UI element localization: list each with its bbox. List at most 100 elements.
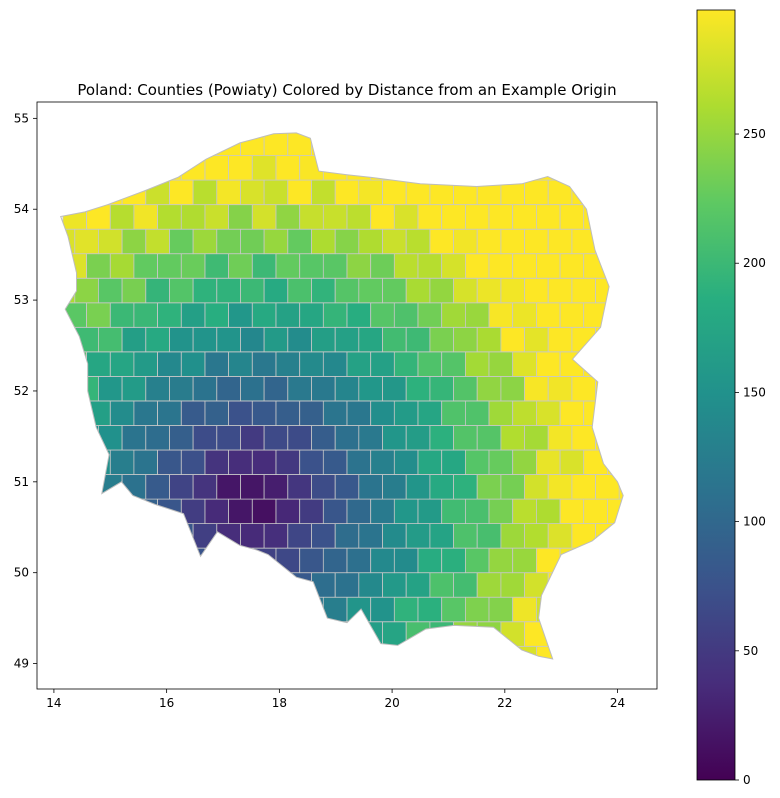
county-cell xyxy=(571,474,597,500)
county-cell xyxy=(464,302,490,328)
county-cell xyxy=(536,498,561,525)
county-cell xyxy=(358,375,383,402)
county-cell xyxy=(571,375,597,402)
county-cell xyxy=(275,449,301,475)
colorbar-tick-label: 0 xyxy=(743,773,751,787)
county-cell xyxy=(453,375,478,402)
county-cell xyxy=(240,326,265,353)
county-cell xyxy=(476,277,502,304)
county-cell xyxy=(370,204,395,230)
y-axis-ticks: 49 50 51 52 53 54 55 xyxy=(14,111,37,671)
county-cell xyxy=(263,375,289,402)
county-cell xyxy=(417,596,443,623)
county-cell xyxy=(512,204,537,230)
x-tick-label: 20 xyxy=(384,696,399,710)
county-cell xyxy=(74,228,99,255)
county-cell xyxy=(251,449,277,475)
county-cell xyxy=(346,449,372,475)
county-cell xyxy=(180,253,206,279)
county-cell xyxy=(263,277,289,304)
county-cell xyxy=(121,277,147,304)
county-cell xyxy=(524,326,549,353)
x-axis-ticks: 14 16 18 20 22 24 xyxy=(46,689,625,710)
county-cell xyxy=(145,228,170,255)
county-cell xyxy=(441,253,466,279)
county-cell xyxy=(500,523,525,549)
county-cell xyxy=(429,572,454,598)
county-cell xyxy=(476,326,502,353)
county-cell xyxy=(287,375,312,402)
county-cell xyxy=(382,572,407,598)
county-cell xyxy=(405,228,431,255)
county-cell xyxy=(287,474,312,500)
county-cell xyxy=(109,253,135,279)
county-cell xyxy=(393,302,419,328)
county-cell xyxy=(334,375,360,402)
y-tick-label: 53 xyxy=(14,293,29,307)
county-cell xyxy=(311,228,336,255)
county-cell xyxy=(240,228,265,255)
colorbar-tick-label: 50 xyxy=(743,644,758,658)
county-cell xyxy=(275,204,301,230)
county-cell xyxy=(464,498,490,525)
county-cell xyxy=(488,351,514,377)
county-cell xyxy=(240,425,265,451)
county-cell xyxy=(429,425,454,451)
county-cell xyxy=(500,228,525,255)
county-cell xyxy=(299,400,324,426)
county-cell xyxy=(512,596,537,623)
county-cell xyxy=(263,326,289,353)
county-cell xyxy=(204,400,230,426)
chart-title: Poland: Counties (Powiaty) Colored by Di… xyxy=(77,81,616,99)
county-cell xyxy=(263,228,289,255)
county-cell xyxy=(204,498,230,525)
county-cell xyxy=(358,228,383,255)
county-cell xyxy=(311,474,336,500)
county-cell xyxy=(476,375,502,402)
county-cell xyxy=(441,596,466,623)
county-cell xyxy=(370,498,395,525)
colorbar: 0 50 100 150 200 250 xyxy=(696,9,766,787)
county-cell xyxy=(311,523,336,549)
county-cell xyxy=(382,228,407,255)
county-cell xyxy=(393,204,419,230)
colorbar-tick-label: 250 xyxy=(743,127,766,141)
county-cell xyxy=(275,351,301,377)
county-cell xyxy=(287,523,312,549)
county-cell xyxy=(512,449,537,475)
county-cell xyxy=(109,302,135,328)
county-cell xyxy=(228,253,253,279)
county-cell xyxy=(169,277,194,304)
county-cell xyxy=(453,474,478,500)
county-cell xyxy=(500,375,525,402)
county-cell xyxy=(228,449,253,475)
county-cell xyxy=(334,277,360,304)
county-cell xyxy=(263,425,289,451)
county-cell xyxy=(311,375,336,402)
county-cell xyxy=(311,179,336,206)
county-cell xyxy=(180,302,206,328)
county-cell xyxy=(500,326,525,353)
county-cell xyxy=(133,302,158,328)
county-cell xyxy=(251,204,277,230)
county-cell xyxy=(145,375,170,402)
county-cell xyxy=(571,277,597,304)
county-cell xyxy=(346,400,372,426)
map-plot-area: 14 16 18 20 22 24 49 50 51 52 53 54 55 xyxy=(14,101,658,710)
county-cell xyxy=(121,425,147,451)
county-cell xyxy=(441,204,466,230)
county-cell xyxy=(121,375,147,402)
county-cell xyxy=(145,474,170,500)
y-tick-label: 51 xyxy=(14,475,29,489)
county-cell xyxy=(370,547,395,574)
county-cell xyxy=(192,277,218,304)
county-cell xyxy=(322,547,348,574)
county-cell xyxy=(145,326,170,353)
county-cell xyxy=(524,375,549,402)
county-cell xyxy=(228,155,253,181)
county-cell xyxy=(393,400,419,426)
county-cell xyxy=(358,572,383,598)
county-cell xyxy=(358,474,383,500)
county-cell xyxy=(322,400,348,426)
county-cell xyxy=(98,277,123,304)
